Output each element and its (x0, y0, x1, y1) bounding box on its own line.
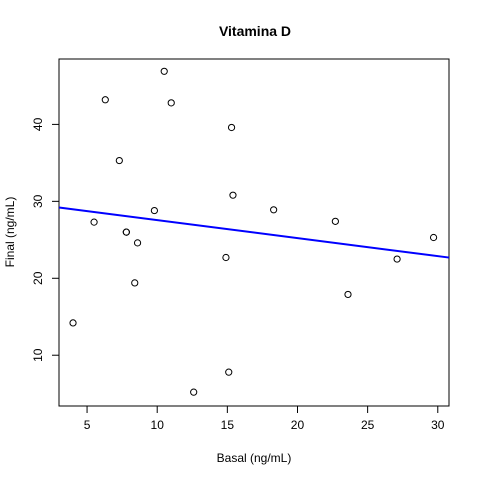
y-tick-label: 40 (31, 117, 45, 131)
data-point (131, 279, 139, 287)
data-point (122, 228, 130, 236)
data-point (115, 156, 123, 165)
y-axis-label: Final (ng/mL) (3, 197, 17, 268)
x-tick-label: 25 (361, 418, 375, 432)
x-tick-label: 20 (291, 418, 305, 432)
data-point (190, 388, 198, 396)
regression-line (58, 206, 450, 259)
data-point (344, 290, 352, 299)
data-point (270, 206, 278, 214)
x-tick-label: 10 (151, 418, 165, 432)
data-point (150, 206, 158, 215)
data-point (225, 368, 233, 376)
data-point (167, 99, 175, 107)
data-point (160, 67, 168, 75)
data-point (229, 191, 237, 199)
y-tick-label: 30 (31, 194, 45, 208)
data-point (429, 233, 438, 242)
x-tick-label: 30 (431, 418, 445, 432)
data-point (90, 218, 98, 226)
data-point (393, 255, 401, 263)
x-tick-label: 15 (221, 418, 235, 432)
data-point (133, 239, 142, 247)
data-point (222, 253, 230, 262)
chart-title: Vitamina D (219, 23, 291, 39)
y-tick-label: 10 (31, 348, 45, 362)
data-point (101, 96, 109, 104)
x-tick-label: 5 (84, 418, 91, 432)
plot-area: 5 10 15 20 25 30 10 20 30 40 (31, 58, 450, 432)
x-axis-label: Basal (ng/mL) (217, 451, 292, 465)
data-point (69, 319, 77, 327)
y-tick-label: 20 (31, 271, 45, 285)
data-point (227, 123, 236, 132)
data-point (331, 217, 339, 225)
